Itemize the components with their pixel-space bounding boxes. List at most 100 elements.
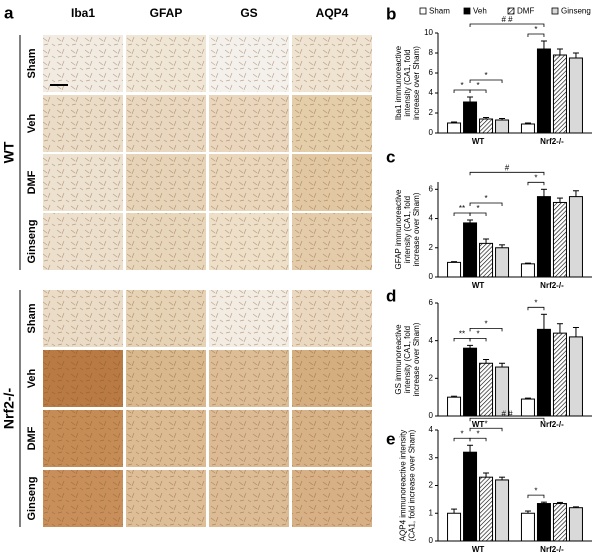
bar xyxy=(520,123,535,134)
micrograph-texture xyxy=(126,290,206,347)
micrograph-texture xyxy=(209,213,289,270)
column-header: GS xyxy=(240,6,257,20)
bar xyxy=(568,196,583,278)
x-tick-label: WT xyxy=(472,420,485,429)
bar xyxy=(568,507,583,542)
genotype-label: WT xyxy=(1,141,17,163)
bar xyxy=(536,48,551,134)
x-tick-label: Nrf2-/- xyxy=(540,545,564,554)
bar xyxy=(463,451,478,542)
x-tick-label: Nrf2-/- xyxy=(540,420,564,429)
y-tick-label: 2 xyxy=(429,481,434,490)
y-tick-label: 1 xyxy=(429,508,434,517)
micrograph-texture xyxy=(209,35,289,92)
significance-label: * xyxy=(460,81,463,90)
bar xyxy=(479,118,494,134)
y-tick-label: 4 xyxy=(429,336,434,345)
y-tick-label: 4 xyxy=(429,214,434,223)
y-tick-label: 4 xyxy=(429,425,434,434)
x-tick-label: WT xyxy=(472,281,485,290)
bar xyxy=(536,196,551,278)
bar xyxy=(479,242,494,278)
significance-label: # # xyxy=(501,15,513,24)
significance-label: * xyxy=(476,81,479,90)
row-label: Sham xyxy=(26,48,38,78)
micrograph-texture xyxy=(43,35,123,92)
y-tick-label: 6 xyxy=(429,68,434,77)
row-label: DMF xyxy=(26,170,38,194)
significance-label: * xyxy=(476,329,479,338)
bar xyxy=(552,201,567,278)
significance-bracket xyxy=(469,437,487,442)
micrograph-texture xyxy=(209,290,289,347)
significance-label: # xyxy=(505,163,510,172)
micrograph-texture xyxy=(126,35,206,92)
micrograph-texture xyxy=(43,154,123,211)
micrograph-texture xyxy=(292,213,372,270)
legend-label: Veh xyxy=(473,7,487,16)
y-axis-label: (CA1, fold increase over Sham) xyxy=(408,429,417,541)
significance-label: * xyxy=(534,173,537,182)
micrograph-texture xyxy=(209,154,289,211)
column-header: Iba1 xyxy=(71,6,95,20)
row-label: Sham xyxy=(26,303,38,333)
y-axis-label: increase over Sham) xyxy=(412,192,421,266)
significance-label: * xyxy=(484,319,487,328)
bar xyxy=(552,54,567,134)
bar xyxy=(463,222,478,278)
y-axis-label: GS immunoreactive xyxy=(394,324,403,395)
bar xyxy=(447,122,462,134)
y-axis-label: intensity (CA1, fold xyxy=(403,326,412,393)
x-tick-label: Nrf2-/- xyxy=(540,281,564,290)
significance-bracket xyxy=(453,337,471,342)
bar xyxy=(552,503,567,542)
panel-letter: e xyxy=(386,429,395,448)
row-label: Veh xyxy=(26,368,38,388)
y-axis-label: intensity (CA1, fold xyxy=(403,196,412,263)
significance-bracket xyxy=(453,89,471,93)
bar xyxy=(552,332,567,417)
panel-letter: d xyxy=(386,286,396,305)
row-label: Veh xyxy=(26,113,38,133)
x-tick-label: WT xyxy=(472,545,485,554)
y-tick-label: 3 xyxy=(429,453,434,462)
micrograph-texture xyxy=(43,470,123,527)
bar xyxy=(463,101,478,134)
y-axis-label: AQP4 immunoreactive intensity xyxy=(399,430,408,542)
bar xyxy=(495,119,510,134)
column-header: GFAP xyxy=(150,6,183,20)
significance-bracket xyxy=(453,437,471,442)
y-axis-label: increase over Sham) xyxy=(412,322,421,396)
y-tick-label: 2 xyxy=(429,243,434,252)
micrograph-texture xyxy=(126,95,206,152)
significance-bracket xyxy=(469,89,487,93)
significance-label: * xyxy=(476,204,479,213)
bar xyxy=(536,328,551,417)
significance-bracket xyxy=(527,181,545,186)
significance-bracket xyxy=(469,171,545,176)
y-tick-label: 2 xyxy=(429,373,434,382)
bar xyxy=(447,261,462,278)
panel-letter: b xyxy=(386,4,396,23)
legend-label: Sham xyxy=(429,7,450,16)
x-tick-label: WT xyxy=(472,137,485,146)
significance-bracket xyxy=(527,33,545,37)
panel-letter: c xyxy=(386,147,395,166)
legend-swatch xyxy=(463,7,471,15)
micrograph-texture xyxy=(126,154,206,211)
micrograph-texture xyxy=(292,35,372,92)
y-tick-label: 0 xyxy=(429,272,434,281)
bar xyxy=(463,347,478,417)
significance-label: * xyxy=(476,429,479,438)
bar xyxy=(520,512,535,542)
micrograph-texture xyxy=(43,410,123,467)
micrograph-texture xyxy=(126,350,206,407)
y-tick-label: 0 xyxy=(429,536,434,545)
micrograph-texture xyxy=(209,350,289,407)
micrograph-texture xyxy=(292,290,372,347)
significance-label: * xyxy=(534,25,537,34)
bar xyxy=(568,57,583,134)
significance-bracket xyxy=(469,23,545,27)
row-label: Ginseng xyxy=(26,476,38,520)
